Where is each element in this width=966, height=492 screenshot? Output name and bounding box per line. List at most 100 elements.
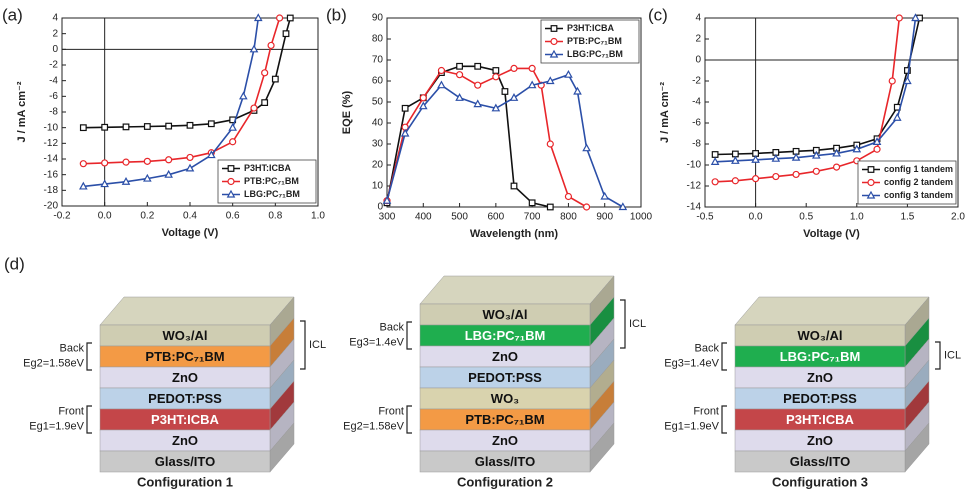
marker xyxy=(143,173,152,182)
marker xyxy=(282,30,290,38)
x-tick-label: 500 xyxy=(451,212,468,223)
y-tick-label: 50 xyxy=(372,97,384,108)
marker xyxy=(582,143,591,152)
marker xyxy=(751,175,760,183)
marker xyxy=(122,123,130,131)
bracket xyxy=(721,342,727,371)
marker xyxy=(400,128,410,137)
y-tick-label: -8 xyxy=(692,139,701,150)
marker xyxy=(79,124,87,132)
bracket xyxy=(620,299,626,349)
y-tick-label: 4 xyxy=(695,13,701,24)
y-tick-label: 0 xyxy=(695,55,701,66)
x-tick-label: -0.2 xyxy=(53,211,71,222)
layer-label: WO₃/Al xyxy=(482,307,527,322)
x-tick-label: 400 xyxy=(415,212,432,223)
x-tick-label: 600 xyxy=(488,212,505,223)
marker xyxy=(550,25,558,32)
marker xyxy=(165,122,173,130)
layer xyxy=(99,450,271,473)
y-tick-label: -10 xyxy=(687,160,702,171)
x-tick-label: 300 xyxy=(379,212,396,223)
marker xyxy=(731,156,740,164)
marker xyxy=(79,160,87,168)
marker xyxy=(791,152,801,161)
series-line xyxy=(386,65,551,208)
y-tick-label: -4 xyxy=(49,75,58,86)
marker xyxy=(528,64,536,73)
layer-label: Glass/ITO xyxy=(475,454,535,469)
legend-label: config 1 tandem xyxy=(884,164,953,174)
marker xyxy=(143,123,151,130)
y-tick-label: 0 xyxy=(52,44,58,55)
marker xyxy=(186,121,194,129)
y-tick-label: -12 xyxy=(44,138,59,149)
y-tick-label: 10 xyxy=(372,181,384,192)
layer-label: LBG:PC₇₁BM xyxy=(465,328,546,343)
layer-label: ZnO xyxy=(172,370,198,385)
marker xyxy=(100,179,109,188)
marker xyxy=(564,69,573,78)
layer-label: PEDOT:PSS xyxy=(148,391,222,406)
panel-label: (c) xyxy=(648,5,668,24)
y-tick-label: -4 xyxy=(692,97,701,108)
marker xyxy=(79,181,88,190)
marker xyxy=(812,150,821,159)
marker xyxy=(600,191,610,200)
marker xyxy=(207,120,215,128)
marker xyxy=(528,199,536,207)
marker xyxy=(895,14,903,22)
y-tick-label: -18 xyxy=(44,185,59,196)
marker xyxy=(527,80,537,89)
layer-label: ZnO xyxy=(807,370,833,385)
y-tick-label: -20 xyxy=(44,201,59,212)
layer-label: WO₃/Al xyxy=(162,328,207,343)
x-tick-label: 900 xyxy=(596,212,613,223)
layer-label: PTB:PC₇₁BM xyxy=(465,412,544,427)
x-tick-label: 0.4 xyxy=(183,211,197,222)
marker xyxy=(250,104,258,112)
icl-label: ICL xyxy=(629,318,646,330)
marker xyxy=(226,189,236,198)
legend-label: config 3 tandem xyxy=(884,190,953,200)
side-label: Back xyxy=(60,342,85,354)
y-axis-title: EQE (%) xyxy=(341,90,353,134)
panel-label: (d) xyxy=(4,254,25,273)
marker xyxy=(101,123,109,131)
side-label: Eg2=1.58eV xyxy=(343,420,405,432)
x-tick-label: -0.5 xyxy=(696,212,714,223)
marker xyxy=(227,177,235,186)
marker xyxy=(185,163,195,172)
marker xyxy=(418,101,428,110)
marker xyxy=(550,37,558,46)
marker xyxy=(143,157,151,165)
bracket xyxy=(300,320,306,370)
marker xyxy=(711,151,719,158)
y-tick-label: 80 xyxy=(372,34,384,45)
series-line xyxy=(83,17,292,129)
side-label: Eg3=1.4eV xyxy=(664,357,719,369)
bracket xyxy=(935,341,941,370)
configuration-title: Configuration 2 xyxy=(457,474,553,489)
plot-frame xyxy=(386,17,642,208)
y-tick-label: -14 xyxy=(44,154,59,165)
y-tick-label: 2 xyxy=(52,28,58,39)
plot-frame xyxy=(704,17,959,208)
x-tick-label: 1.0 xyxy=(311,211,325,222)
marker xyxy=(261,99,269,107)
legend-label: PTB:PC₇₁BM xyxy=(244,176,299,186)
layer xyxy=(734,450,906,473)
y-tick-label: 30 xyxy=(372,139,384,150)
marker xyxy=(772,172,780,181)
icl-label: ICL xyxy=(309,339,326,351)
x-tick-label: 1000 xyxy=(630,212,653,223)
marker xyxy=(549,49,559,58)
y-tick-label: -6 xyxy=(49,91,58,102)
y-tick-label: 40 xyxy=(372,118,384,129)
layer-label: P3HT:ICBA xyxy=(151,412,220,427)
legend-label: LBG:PC₇₁BM xyxy=(567,49,623,59)
marker xyxy=(207,150,216,159)
marker xyxy=(751,155,760,163)
marker xyxy=(711,178,719,186)
marker xyxy=(229,138,237,146)
